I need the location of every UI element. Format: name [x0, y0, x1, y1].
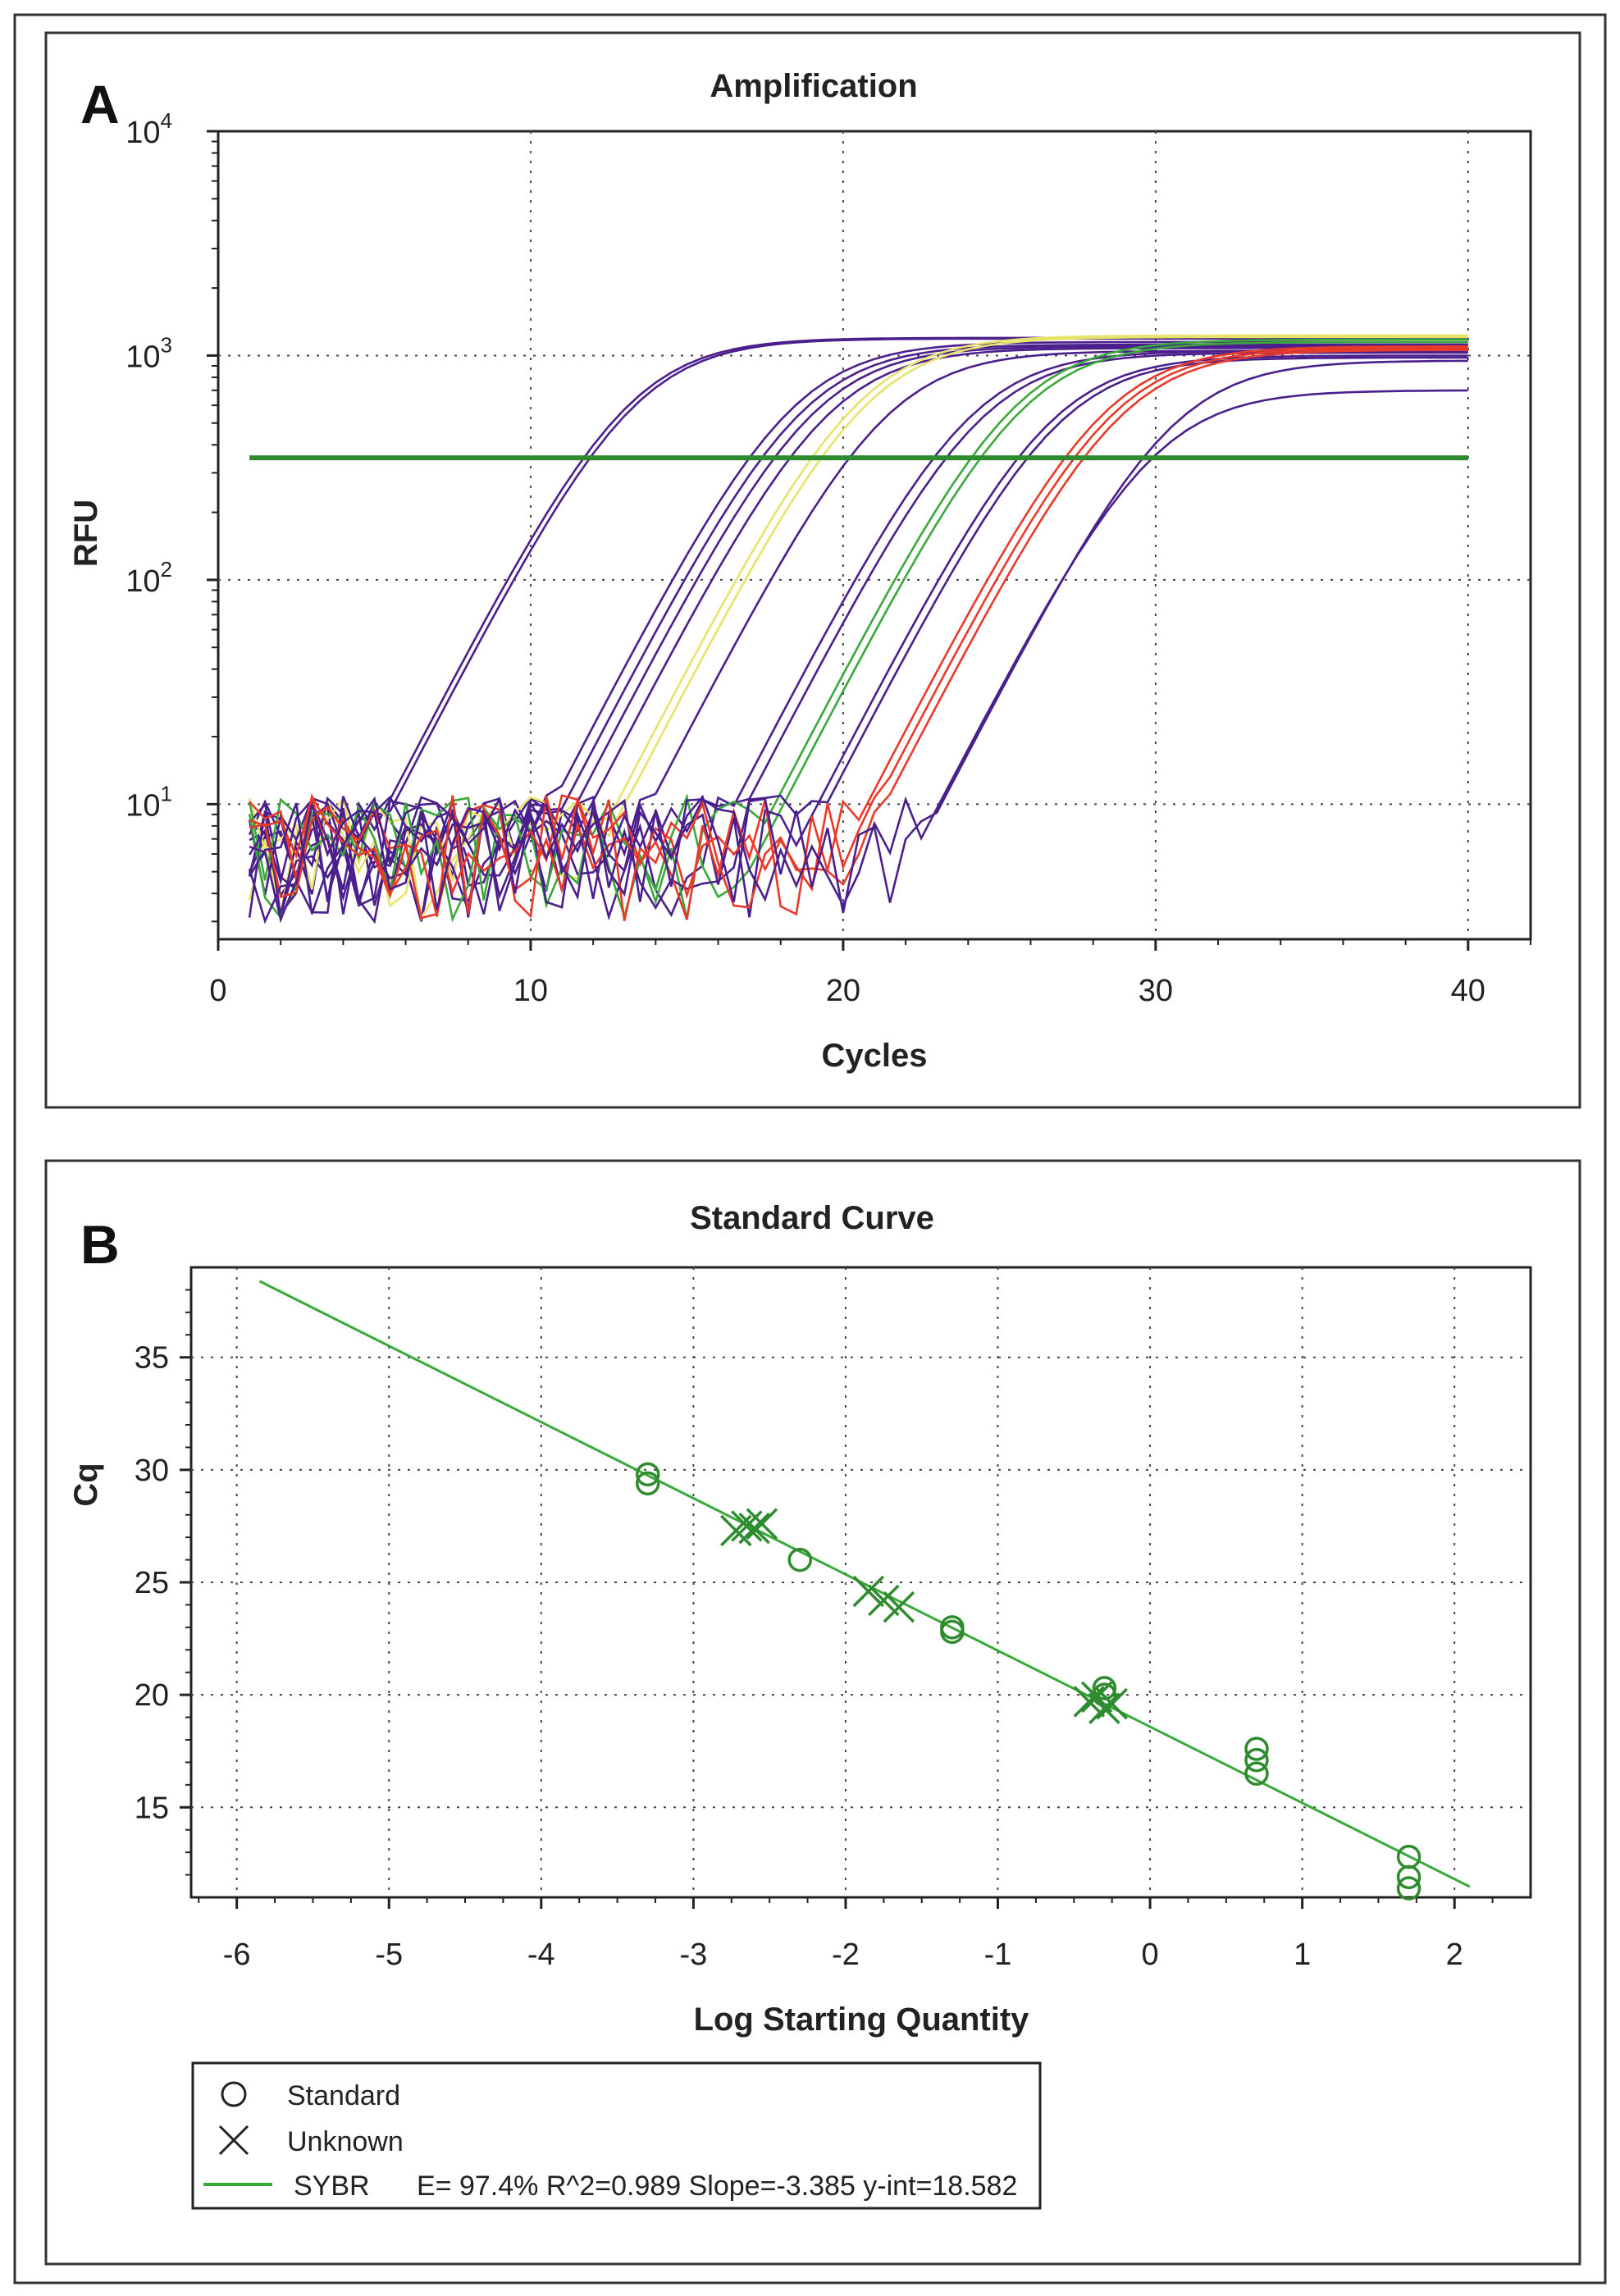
- panel-a-title: Amplification: [710, 68, 917, 104]
- panel-b-y-tick-label: 35: [135, 1341, 169, 1376]
- standard-point-circle: [940, 1615, 965, 1640]
- panel-a-x-tick-label: 10: [513, 974, 548, 1008]
- unknown-point-x: [852, 1575, 885, 1608]
- unknown-point-stroke: [738, 1512, 770, 1545]
- panel-a-x-tick-label: 30: [1139, 974, 1173, 1008]
- unknown-point-stroke: [1088, 1692, 1120, 1724]
- legend-standard-circle-icon: [221, 2081, 247, 2107]
- panel-a-y-tick-label: 104: [125, 108, 172, 150]
- amplification-curve: [248, 340, 1468, 923]
- panel-a-y-axis-label: RFU: [68, 500, 104, 567]
- legend-fit-stats: E= 97.4% R^2=0.989 Slope=-3.385 y-int=18…: [417, 2170, 1017, 2202]
- panel-b-x-tick-label: 2: [1446, 1938, 1463, 1972]
- standard-point-circle: [1244, 1747, 1269, 1773]
- legend-unknown-x-icon: [218, 2125, 249, 2156]
- legend-unknown-label: Unknown: [287, 2126, 404, 2157]
- panel-b-letter: B: [80, 1214, 120, 1275]
- panel-a-y-tick-labels: 101 102 103 104: [125, 108, 172, 823]
- panel-b-y-tick-label: 20: [135, 1678, 169, 1713]
- standard-point-circle: [1244, 1737, 1269, 1761]
- legend-standard-label: Standard: [287, 2080, 400, 2111]
- panel-a-ticks: [207, 130, 1531, 951]
- panel-b-x-tick-label: -6: [223, 1938, 251, 1972]
- panel-a-y-tick-label: 101: [125, 781, 172, 823]
- panel-a-x-axis-label: Cycles: [822, 1038, 928, 1074]
- panel-b-x-tick-label: -4: [527, 1938, 555, 1972]
- unknown-point-stroke: [1096, 1687, 1128, 1720]
- panel-b-x-tick-label: -2: [832, 1938, 860, 1972]
- panel-a-x-tick-label: 0: [209, 974, 226, 1008]
- panel-b-legend: Standard Unknown SYBR E= 97.4% R^2=0.989…: [191, 2061, 1042, 2210]
- panel-a: A Amplification RFU Cycles 0 10 20 30 40…: [44, 31, 1581, 1109]
- amplification-curve: [248, 334, 1468, 921]
- panel-a-amplification-curves: [248, 334, 1468, 924]
- amplification-curve: [249, 356, 1468, 924]
- unknown-point-x: [868, 1584, 900, 1617]
- panel-b-x-tick-labels: -6 -5 -4 -3 -2 -1 0 1 2: [223, 1938, 1463, 1972]
- amplification-curve: [249, 343, 1468, 916]
- panel-b-data-points: [635, 1462, 1421, 1901]
- amplification-curve: [248, 335, 1468, 908]
- unknown-point-x: [1088, 1692, 1120, 1724]
- standard-point-circle: [1396, 1876, 1421, 1901]
- panel-a-letter: A: [80, 74, 120, 135]
- standard-point-circle: [1244, 1761, 1269, 1786]
- amplification-curve: [249, 337, 1468, 916]
- unknown-point-stroke: [868, 1584, 900, 1617]
- unknown-point-stroke: [852, 1575, 885, 1608]
- panel-a-frame: [44, 31, 1581, 1109]
- panel-b-x-axis-label: Log Starting Quantity: [694, 2002, 1030, 2038]
- panel-a-y-tick-label: 102: [125, 557, 172, 599]
- amplification-curve: [249, 347, 1468, 899]
- standard-point-circle: [1092, 1676, 1117, 1700]
- standard-point-circle: [1396, 1844, 1421, 1869]
- panel-b-y-tick-label: 15: [135, 1791, 169, 1825]
- legend-box: [191, 2061, 1042, 2210]
- amplification-curve: [248, 359, 1468, 924]
- figure-frame: [13, 13, 1607, 2285]
- panel-b-x-tick-label: 0: [1142, 1938, 1159, 1972]
- panel-b-y-axis-label: Cq: [68, 1463, 104, 1506]
- panel-b-y-tick-labels: 15 20 25 30 35: [135, 1341, 169, 1826]
- panel-a-x-tick-label: 20: [826, 974, 860, 1008]
- unknown-point-x: [738, 1512, 770, 1545]
- unknown-point-x: [883, 1591, 915, 1623]
- unknown-point-x: [746, 1508, 778, 1540]
- unknown-point-x: [1096, 1687, 1128, 1720]
- standard-point-circle: [787, 1547, 813, 1573]
- panel-b-ticks: [180, 1289, 1494, 1909]
- unknown-point-stroke: [731, 1510, 763, 1542]
- panel-b-frame: [44, 1159, 1581, 2266]
- unknown-point-x: [731, 1510, 763, 1542]
- panel-b-title: Standard Curve: [690, 1200, 934, 1236]
- unknown-point-stroke: [1080, 1681, 1113, 1714]
- panel-a-y-tick-label: 103: [125, 332, 172, 374]
- amplification-curve: [249, 349, 1468, 920]
- panel-b: B Standard Curve Cq Log Starting Quantit…: [44, 1159, 1581, 2266]
- standard-point-circle: [635, 1462, 660, 1487]
- standard-point-circle: [635, 1471, 660, 1496]
- panel-b-x-tick-label: -5: [375, 1938, 403, 1972]
- amplification-curve: [248, 389, 1468, 915]
- panel-a-x-tick-labels: 0 10 20 30 40: [209, 974, 1485, 1008]
- amplification-curve: [248, 345, 1468, 924]
- unknown-point-stroke: [746, 1508, 778, 1540]
- unknown-point-stroke: [883, 1591, 915, 1623]
- panel-b-fit-line: [258, 1280, 1471, 1888]
- amplification-curve: [249, 354, 1468, 918]
- panel-b-x-tick-label: -1: [984, 1938, 1012, 1972]
- panel-b-x-tick-label: -3: [679, 1938, 707, 1972]
- legend-sybr-label: SYBR: [294, 2170, 370, 2202]
- panel-a-x-tick-label: 40: [1451, 974, 1485, 1008]
- panel-b-y-tick-label: 25: [135, 1566, 169, 1600]
- panel-b-y-tick-label: 30: [135, 1454, 169, 1488]
- panel-b-x-tick-label: 1: [1294, 1938, 1311, 1972]
